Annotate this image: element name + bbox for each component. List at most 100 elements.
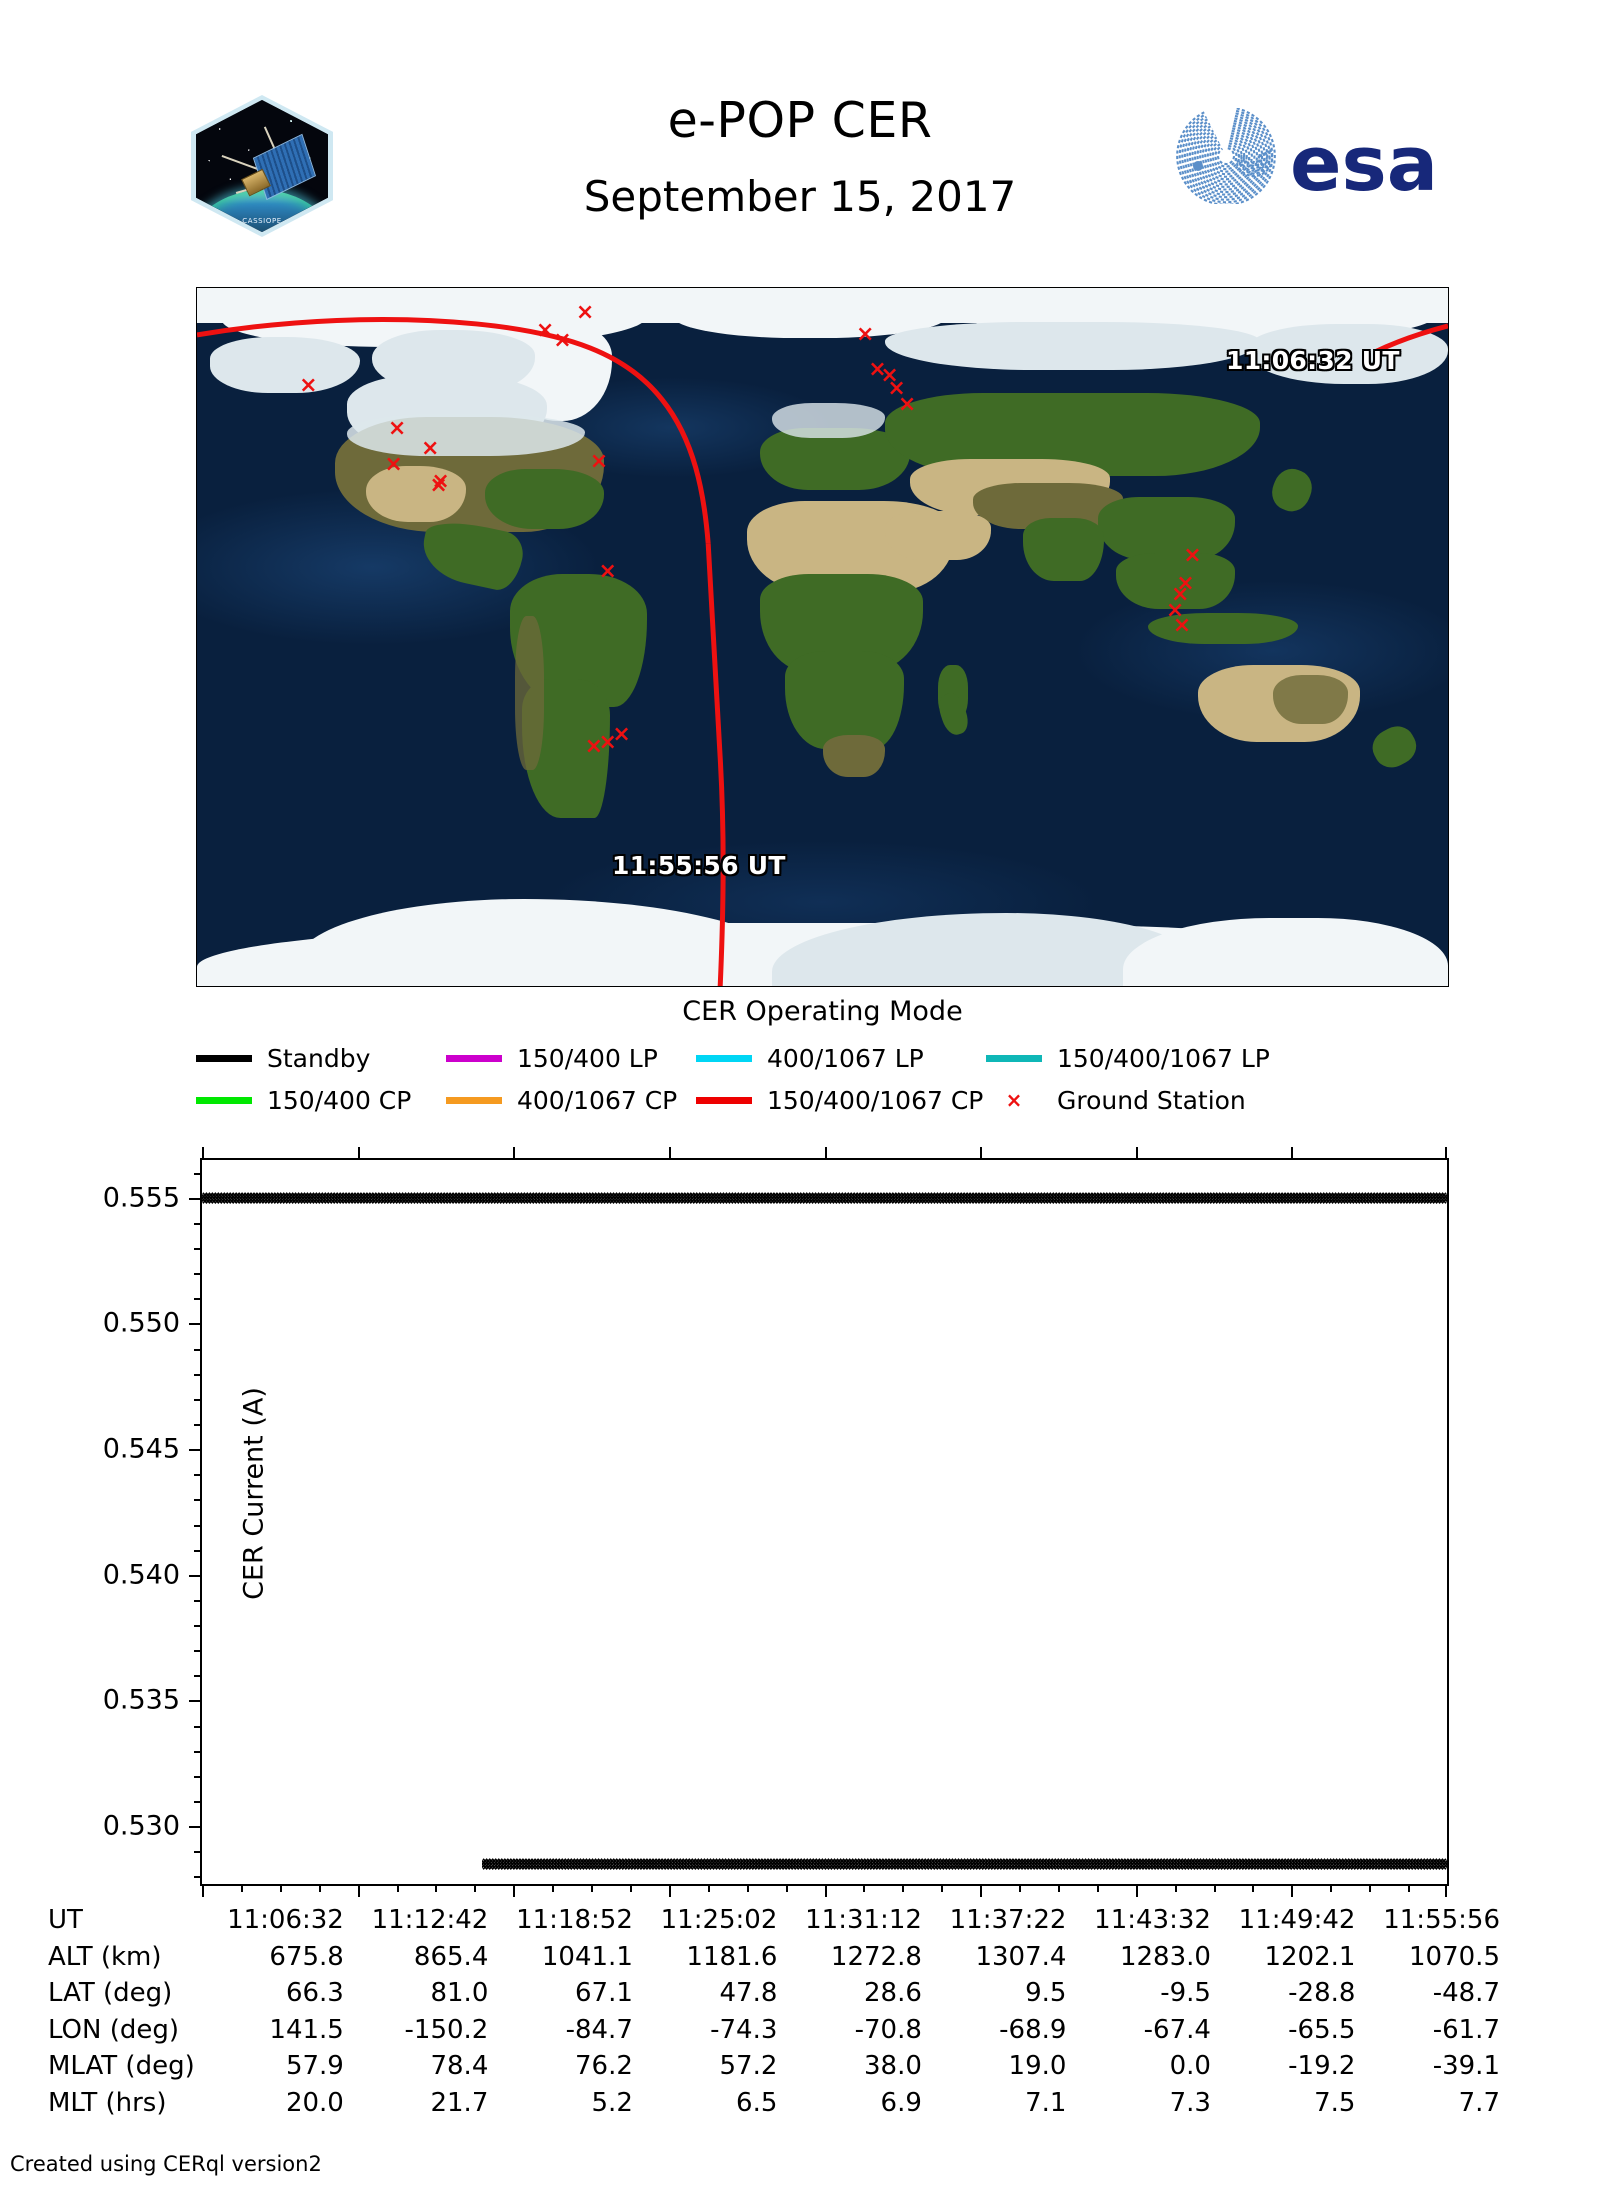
data-point: × (516, 1855, 533, 1873)
data-point: × (667, 1855, 685, 1873)
data-point: × (422, 1189, 440, 1207)
data-point: × (1432, 1189, 1447, 1207)
orbit-ground-track-map: × × × × × × × × × × × × × × × × × × × × × × × × 11:06:32 UT 11:… (196, 287, 1449, 987)
data-point: × (824, 1855, 842, 1873)
data-point: × (1362, 1855, 1380, 1873)
data-point: × (1111, 1189, 1129, 1207)
data-point: × (499, 1189, 517, 1207)
data-point: × (306, 1189, 324, 1207)
x-tick-minor (746, 1884, 749, 1892)
data-point: × (778, 1189, 796, 1207)
data-point: × (1174, 1189, 1191, 1207)
data-point: × (1159, 1189, 1177, 1207)
table-cell: 1041.1 (541, 1941, 633, 1972)
data-point: × (1139, 1855, 1156, 1873)
x-tick (1135, 1884, 1138, 1897)
ground-station-marker: × (584, 733, 603, 759)
data-point: × (882, 1189, 900, 1207)
data-point: × (1189, 1189, 1206, 1207)
ground-station-marker: × (868, 356, 887, 382)
data-point: × (646, 1855, 663, 1873)
ground-station-marker: × (299, 372, 318, 398)
x-tick-minor (785, 1884, 788, 1892)
data-point: × (1314, 1855, 1332, 1873)
data-point: × (1033, 1855, 1051, 1873)
data-point: × (997, 1855, 1014, 1873)
table-cell: -67.4 (1143, 2014, 1211, 2045)
data-point: × (1211, 1855, 1229, 1873)
legend-label: Ground Station (1057, 1085, 1246, 1115)
table-cell: 9.5 (1025, 1978, 1067, 2009)
data-point: × (597, 1855, 615, 1873)
cer-current-plot: CER Current (A) 0.530 0.535 0.540 0.545 0.55… (103, 1147, 1449, 1897)
data-point: × (927, 1189, 945, 1207)
data-point: × (1165, 1189, 1183, 1207)
data-point: × (609, 1855, 627, 1873)
data-point: × (494, 1855, 512, 1873)
data-point: × (948, 1855, 966, 1873)
data-point: × (1117, 1189, 1135, 1207)
data-point: × (1381, 1855, 1398, 1873)
data-point: × (1254, 1189, 1272, 1207)
data-point: × (1414, 1189, 1432, 1207)
data-point: × (615, 1855, 633, 1873)
data-point: × (1007, 1189, 1025, 1207)
data-point: × (270, 1189, 288, 1207)
data-point: × (1070, 1189, 1087, 1207)
data-point: × (1366, 1855, 1383, 1873)
data-point: × (1171, 1189, 1188, 1207)
x-tick (202, 1147, 204, 1160)
table-cell: 19.0 (1008, 2051, 1067, 2082)
data-point: × (1420, 1855, 1438, 1873)
data-point: × (1085, 1189, 1102, 1207)
data-point: × (897, 1189, 915, 1207)
data-point: × (733, 1855, 751, 1873)
data-point: × (1269, 1855, 1286, 1873)
data-point: × (559, 1189, 576, 1207)
data-point: × (688, 1855, 706, 1873)
data-point: × (691, 1855, 709, 1873)
data-point: × (258, 1189, 276, 1207)
table-cell: 11:37:22 (949, 1905, 1067, 1935)
data-point: × (989, 1189, 1007, 1207)
data-point: × (728, 1189, 746, 1207)
data-point: × (981, 1189, 998, 1207)
x-tick-minor (279, 1884, 282, 1892)
data-point: × (921, 1855, 939, 1873)
data-point: × (482, 1855, 500, 1873)
data-point: × (743, 1189, 761, 1207)
data-point: × (900, 1855, 917, 1873)
data-point: × (851, 1855, 869, 1873)
data-series: × × × × × × × × × × × × × × × × × × × × × × × × × × × × × × × × × × × × × × × ×… (482, 1855, 1447, 1872)
data-point: × (1087, 1855, 1105, 1873)
data-point: × (775, 1189, 793, 1207)
x-tick-minor (318, 1884, 321, 1892)
data-point: × (1399, 1855, 1417, 1873)
data-point: × (685, 1855, 703, 1873)
y-tick-minor (194, 1650, 202, 1653)
data-point: × (519, 1855, 536, 1873)
legend-item: 150/400 CP (196, 1082, 411, 1118)
data-point: × (1266, 1855, 1283, 1873)
data-point: × (1251, 1189, 1269, 1207)
data-point: × (1200, 1189, 1218, 1207)
data-point: × (874, 1189, 891, 1207)
y-tick-minor (194, 1876, 202, 1879)
data-point: × (553, 1189, 570, 1207)
data-point: × (839, 1855, 857, 1873)
data-point: × (815, 1855, 833, 1873)
data-point: × (1245, 1189, 1263, 1207)
table-row-label: ALT (km) (48, 1941, 162, 1972)
data-point: × (508, 1189, 526, 1207)
data-point: × (612, 1855, 630, 1873)
data-point: × (202, 1189, 217, 1207)
data-point: × (730, 1855, 748, 1873)
data-point: × (835, 1189, 853, 1207)
data-point: × (676, 1855, 694, 1873)
data-point: × (288, 1189, 306, 1207)
y-axis-label: CER Current (A) (238, 1387, 270, 1600)
data-point: × (1284, 1855, 1302, 1873)
data-point: × (770, 1855, 787, 1873)
data-point: × (755, 1189, 772, 1207)
legend-title: CER Operating Mode (682, 996, 963, 1027)
